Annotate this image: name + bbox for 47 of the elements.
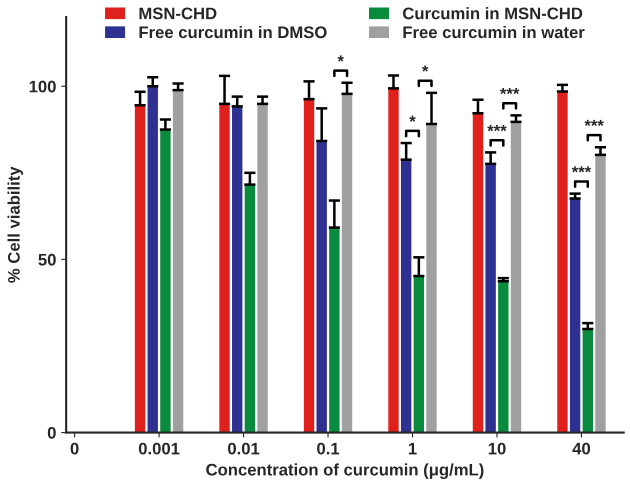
- annotation: ***: [572, 166, 592, 172]
- y-tick-label: 100: [30, 80, 56, 92]
- bar: [570, 198, 580, 433]
- legend-label: MSN-CHD: [140, 8, 216, 20]
- bar: [329, 228, 340, 433]
- bar: [172, 90, 184, 433]
- annotation: *: [338, 55, 344, 62]
- bar: [316, 140, 327, 433]
- bar: [232, 106, 242, 433]
- bar: [485, 164, 496, 433]
- y-tick-label: 50: [38, 254, 56, 266]
- bar: [595, 154, 606, 433]
- x-tick-label: 0.01: [228, 442, 260, 455]
- x-tick-label: 0.001: [138, 442, 180, 455]
- y-tick-label: 0: [48, 426, 56, 439]
- annotation: ***: [500, 88, 520, 94]
- legend-label: Free curcumin in DMSO: [140, 26, 327, 38]
- bar: [148, 86, 158, 433]
- annotation: ***: [584, 120, 604, 126]
- bar: [510, 122, 522, 433]
- bar: [342, 94, 352, 433]
- x-tick-label: 1: [408, 442, 417, 454]
- bar: [557, 91, 568, 433]
- bar: [388, 88, 399, 433]
- x-axis-title: Concentration of curcumin (μg/mL): [206, 463, 484, 479]
- bar: [414, 276, 424, 433]
- bar: [257, 104, 268, 433]
- x-tick-label: 10: [488, 442, 506, 455]
- y-axis-title: % Cell viability: [8, 166, 24, 283]
- legend-label: Free curcumin in water: [403, 26, 585, 38]
- bar: [426, 124, 437, 433]
- annotation: *: [409, 116, 416, 122]
- x-tick-label: 40: [572, 442, 590, 455]
- bar: [219, 104, 230, 433]
- annotation: *: [422, 65, 428, 72]
- bar: [134, 105, 146, 433]
- bar: [498, 281, 509, 433]
- bar: [244, 184, 256, 433]
- annotation: ***: [487, 125, 507, 132]
- legend-label: Curcumin in MSN-CHD: [403, 7, 582, 20]
- bar: [472, 113, 484, 433]
- bar: [400, 160, 412, 433]
- bar: [160, 130, 171, 433]
- x-tick-label: 0.1: [317, 442, 340, 455]
- bar: [582, 329, 593, 433]
- bar: [304, 99, 314, 433]
- x-tick-label: 0: [70, 442, 79, 455]
